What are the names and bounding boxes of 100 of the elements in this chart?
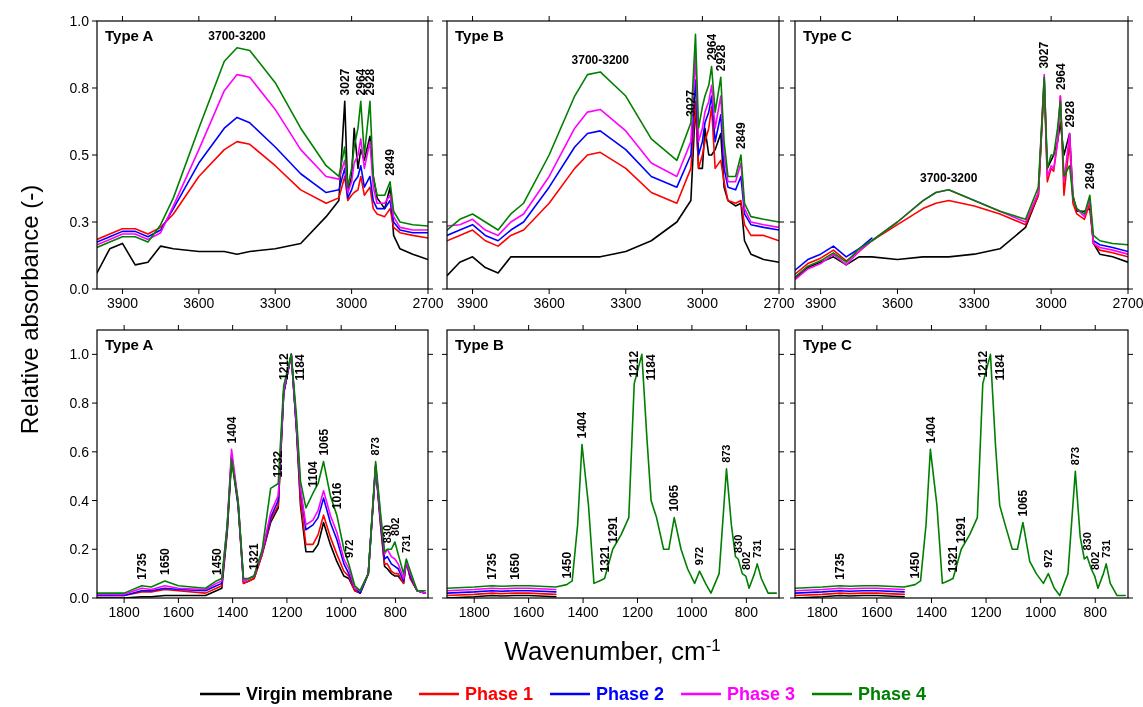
annotation: 1450 — [559, 551, 574, 579]
annotation: 972 — [1042, 549, 1055, 568]
x-tick-label: 3600 — [533, 295, 565, 311]
annotation: 1450 — [908, 551, 923, 579]
y-tick-label: 0.8 — [69, 80, 90, 96]
annotation: 1104 — [306, 460, 321, 488]
y-tick-label: 0.5 — [69, 147, 90, 163]
annotation: 731 — [400, 534, 413, 554]
annotation: 3700-3200 — [920, 170, 978, 185]
x-tick-label: 1800 — [806, 604, 839, 620]
x-tick-label: 3300 — [610, 295, 642, 311]
y-tick-label: 0.0 — [69, 590, 90, 606]
annotation: 1232 — [271, 450, 286, 478]
annotation: 1321 — [597, 545, 612, 573]
legend-label: Phase 4 — [858, 684, 927, 704]
x-tick-label: 1600 — [513, 604, 545, 620]
y-tick-label: 1.0 — [69, 13, 90, 29]
annotation: 1065 — [1016, 489, 1031, 517]
x-tick-label: 1800 — [108, 604, 140, 620]
annotation: 1404 — [575, 411, 590, 439]
annotation: 2849 — [734, 121, 749, 149]
annotation: 873 — [369, 437, 382, 456]
annotation: 802 — [1088, 551, 1101, 571]
annotation: 873 — [1069, 446, 1082, 466]
annotation: 3027 — [1037, 41, 1052, 69]
y-tick-label: 0.2 — [69, 541, 90, 558]
annotation: 873 — [720, 444, 733, 463]
annotation: 1404 — [224, 416, 239, 444]
x-tick-label: 1400 — [567, 604, 599, 620]
annotation: 2928 — [1062, 100, 1077, 128]
annotation: 2849 — [1083, 162, 1098, 190]
annotation: 1735 — [833, 552, 848, 580]
x-axis-title: Wavenumber, cm$^{-1}$ — [504, 635, 721, 666]
annotation: 2849 — [383, 148, 398, 176]
y-tick-label: 0.6 — [69, 443, 90, 460]
x-tick-label: 1600 — [861, 604, 893, 620]
chart-title: Type A — [105, 336, 154, 353]
x-tick-label: 3900 — [456, 295, 489, 311]
annotation: 3700-3200 — [208, 28, 267, 43]
x-tick-label: 1400 — [915, 604, 948, 620]
annotation: 1184 — [992, 354, 1007, 381]
x-tick-label: 3900 — [106, 295, 139, 311]
y-tick-label: 0.0 — [69, 281, 90, 297]
annotation: 1291 — [605, 516, 620, 544]
x-tick-label: 3600 — [183, 295, 215, 311]
chart-title: Type B — [455, 27, 505, 44]
annotation: 1650 — [508, 552, 523, 580]
annotation: 731 — [751, 539, 764, 558]
annotation: 1184 — [293, 354, 308, 381]
x-tick-label: 1400 — [217, 604, 249, 620]
x-tick-label: 2700 — [1112, 295, 1143, 311]
chart-title: Type B — [455, 336, 505, 353]
annotation: 1650 — [158, 547, 173, 575]
annotation: 1735 — [134, 552, 149, 580]
annotation: 1735 — [485, 552, 500, 580]
x-tick-label: 3300 — [259, 295, 292, 311]
annotation: 1016 — [330, 482, 345, 510]
annotation: 1212 — [276, 353, 291, 381]
x-tick-label: 1000 — [1025, 604, 1057, 620]
x-tick-label: 800 — [734, 604, 759, 620]
y-tick-label: 0.3 — [69, 214, 90, 230]
annotation: 3027 — [684, 89, 699, 117]
y-tick-label: 1.0 — [69, 346, 90, 363]
y-axis-title: Relative absorbance (-) — [16, 184, 43, 435]
annotation: 1065 — [316, 428, 331, 456]
x-tick-label: 3600 — [881, 295, 914, 311]
annotation: 1212 — [627, 350, 642, 378]
annotation: 731 — [1100, 539, 1113, 558]
chart-title: Type A — [105, 27, 154, 44]
x-tick-label: 3000 — [686, 295, 719, 311]
annotation: 1321 — [946, 545, 961, 573]
x-tick-label: 1800 — [458, 604, 490, 620]
annotation: 3700-3200 — [571, 52, 630, 67]
x-tick-label: 3000 — [1035, 295, 1067, 311]
annotation: 1291 — [954, 516, 969, 544]
annotation: 1212 — [975, 350, 990, 378]
x-tick-label: 2700 — [412, 295, 444, 311]
x-tick-label: 2700 — [763, 295, 795, 311]
x-tick-label: 1600 — [162, 604, 195, 620]
x-tick-label: 1000 — [325, 604, 357, 620]
y-tick-label: 0.8 — [69, 395, 90, 412]
x-tick-label: 3000 — [336, 295, 368, 311]
y-tick-label: 0.4 — [69, 492, 90, 509]
annotation: 2964 — [1053, 63, 1068, 91]
legend-label: Virgin membrane — [246, 684, 393, 704]
x-tick-label: 800 — [1083, 604, 1108, 620]
x-tick-label: 1200 — [621, 604, 654, 620]
x-tick-label: 800 — [383, 604, 408, 620]
annotation: 1184 — [644, 354, 659, 381]
chart-title: Type C — [803, 336, 853, 353]
chart-title: Type C — [803, 27, 853, 44]
annotation: 972 — [342, 539, 355, 558]
legend-label: Phase 1 — [465, 684, 534, 704]
x-tick-label: 3900 — [805, 295, 837, 311]
annotation: 3027 — [337, 68, 352, 96]
annotation: 1065 — [667, 484, 682, 512]
legend-label: Phase 3 — [727, 684, 796, 704]
annotation: 972 — [693, 546, 706, 566]
x-tick-label: 1000 — [676, 604, 708, 620]
annotation: 1450 — [209, 547, 224, 575]
